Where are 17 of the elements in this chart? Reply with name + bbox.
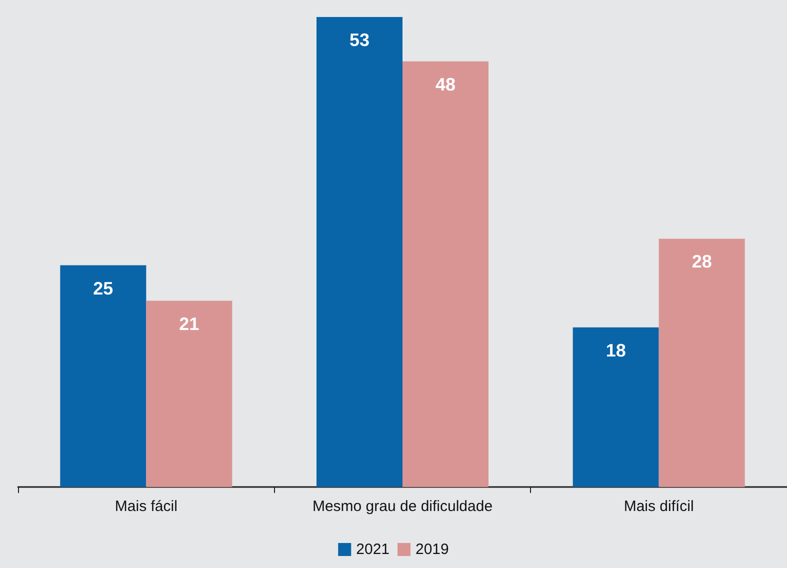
legend-label: 2021 [356, 541, 390, 558]
data-label: 18 [606, 340, 626, 360]
bar [146, 300, 232, 487]
x-tick-label: Mesmo grau de dificuldade [312, 498, 493, 515]
data-label: 53 [349, 30, 370, 50]
bar [60, 265, 146, 487]
x-tick-label: Mais difícil [624, 498, 694, 515]
data-label: 48 [435, 74, 456, 94]
x-tick-label: Mais fácil [114, 498, 178, 515]
bar [658, 238, 745, 487]
legend-label: 2019 [416, 541, 449, 558]
bar [402, 61, 488, 487]
bar [572, 327, 659, 487]
data-label: 21 [179, 314, 200, 334]
data-label: 28 [692, 252, 712, 272]
data-label: 25 [93, 278, 114, 298]
bar [316, 17, 402, 487]
